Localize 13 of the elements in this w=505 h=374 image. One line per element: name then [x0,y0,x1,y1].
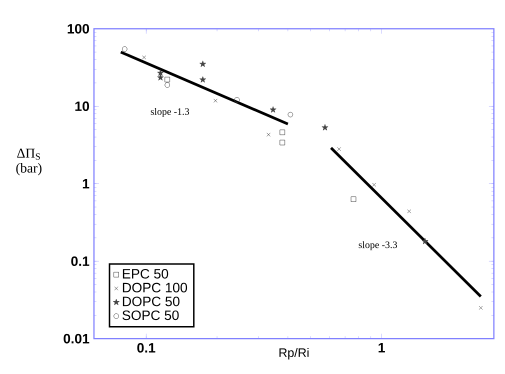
annotation: slope -1.3 [150,108,190,117]
legend-label: SOPC 50 [122,310,179,320]
y-tick-label: 100 [68,24,90,34]
legend-label: DOPC 100 [122,282,188,292]
y-axis-title: ΔΠ$_{S}$ (bar) [16,148,42,176]
y-tick-label: 0.1 [71,256,90,266]
annotation: slope -3.3 [358,241,398,250]
x-axis-title: Rp/Ri [279,348,309,360]
legend-label: EPC 50 [122,269,168,279]
y-tick-label: 0.01 [64,334,90,344]
legend-label: DOPC 50 [122,296,180,306]
y-tick-label: 1 [82,179,90,188]
y-tick-label: 10 [75,101,90,112]
